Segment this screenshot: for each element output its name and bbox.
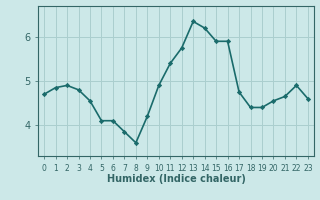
X-axis label: Humidex (Indice chaleur): Humidex (Indice chaleur) <box>107 174 245 184</box>
